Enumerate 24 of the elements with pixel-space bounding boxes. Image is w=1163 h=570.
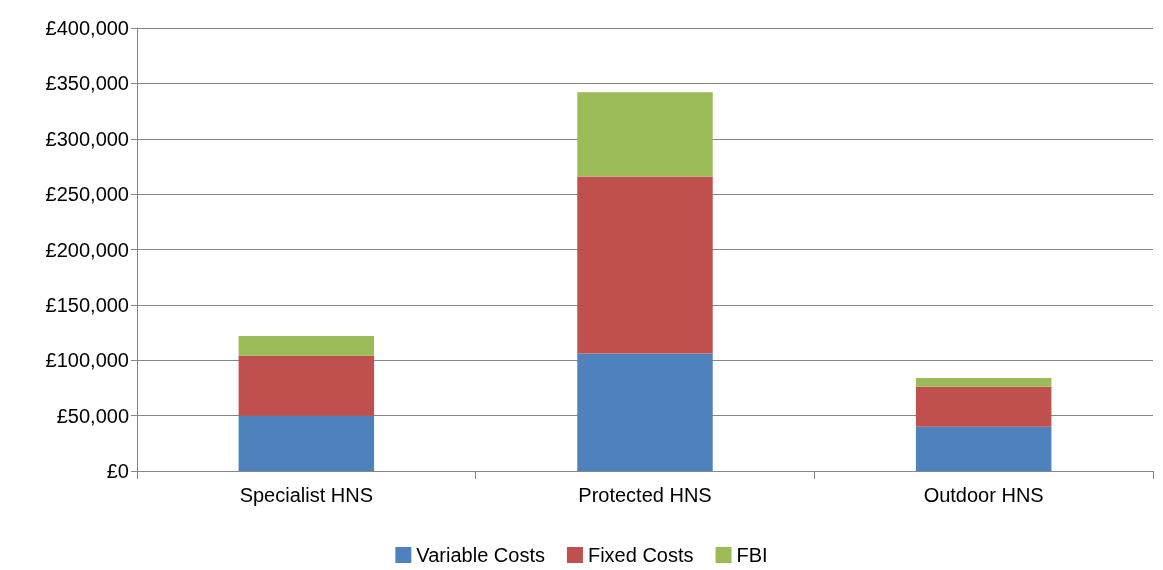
y-tick-label: £350,000 (45, 72, 129, 95)
y-tick-label: £250,000 (45, 183, 129, 206)
y-tick-label: £100,000 (45, 349, 129, 372)
bar (577, 353, 713, 471)
y-tick-label: £400,000 (45, 17, 129, 39)
bar (238, 355, 375, 416)
legend-label: Variable Costs (416, 544, 545, 566)
bar (238, 415, 375, 471)
bar (915, 426, 1052, 471)
bar (577, 92, 713, 177)
bar (915, 386, 1052, 427)
y-tick-label: £150,000 (45, 293, 129, 316)
y-tick-label: £0 (106, 460, 129, 482)
x-tick-label: Outdoor HNS (923, 484, 1044, 506)
x-tick-label: Specialist HNS (239, 484, 374, 506)
bar (915, 377, 1052, 387)
y-tick-label: £300,000 (45, 127, 129, 150)
legend-label: Fixed Costs (587, 544, 694, 566)
y-tick-label: £50,000 (56, 404, 129, 427)
y-tick-label: £200,000 (45, 238, 129, 261)
legend-label: FBI (736, 544, 768, 566)
bar (238, 335, 375, 356)
x-tick-label: Protected HNS (578, 484, 712, 506)
bar (577, 176, 713, 354)
